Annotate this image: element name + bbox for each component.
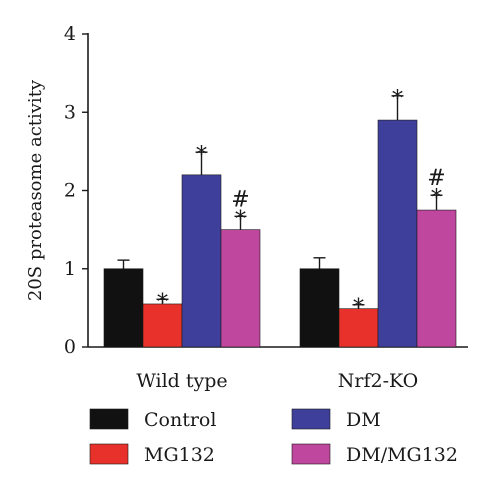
y-tick-label: 0	[64, 336, 76, 358]
significance-star: *	[196, 143, 207, 168]
legend-label: DM/MG132	[346, 444, 458, 466]
legend-swatch	[291, 443, 331, 465]
bars: ***#***#	[103, 87, 457, 348]
legend-label: MG132	[144, 444, 215, 466]
significance-hash: #	[231, 187, 249, 212]
x-category-label: Wild type	[136, 370, 227, 392]
bar	[103, 268, 144, 348]
bar	[181, 174, 222, 348]
significance-star: *	[392, 87, 403, 112]
y-tick-label: 3	[64, 101, 76, 123]
x-category-label: Nrf2-KO	[338, 370, 419, 392]
bar	[220, 229, 261, 348]
significance-star: *	[235, 207, 246, 232]
legend-label: Control	[144, 409, 216, 431]
legend-swatch	[89, 443, 129, 465]
significance-hash: #	[427, 166, 445, 191]
y-tick-label: 1	[64, 258, 76, 280]
legend-swatch	[291, 408, 331, 430]
y-axis-label: 20S proteasome activity	[25, 79, 46, 301]
bar	[416, 209, 457, 348]
axes: 0 1 2 3 4 20S proteasome activity Wild type Nrf…	[25, 23, 468, 392]
legend-label: DM	[346, 409, 381, 431]
significance-star: *	[157, 290, 168, 315]
significance-star: *	[431, 186, 442, 211]
legend: Control MG132 DM DM/MG132	[89, 408, 458, 466]
bar	[377, 119, 418, 348]
legend-swatch	[89, 408, 129, 430]
bar	[299, 268, 340, 348]
y-tick-label: 4	[64, 23, 76, 45]
significance-star: *	[353, 296, 364, 321]
y-tick-label: 2	[64, 180, 76, 202]
